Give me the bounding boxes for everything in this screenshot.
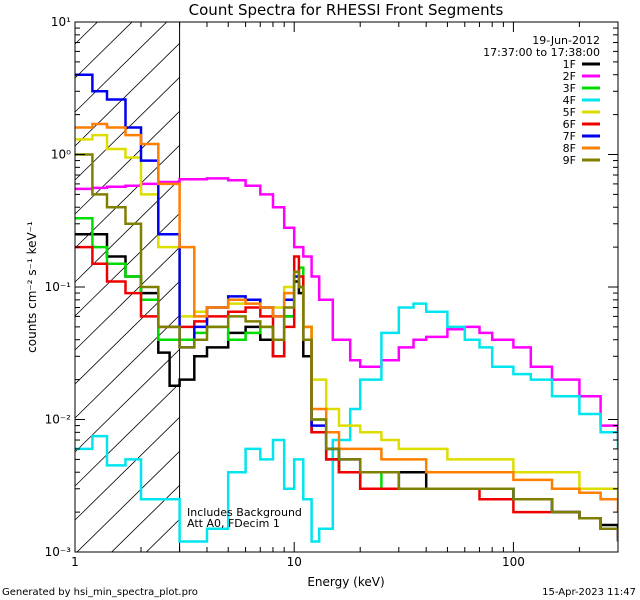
series-line-8f [75, 122, 618, 513]
footer-timestamp: 15-Apr-2023 11:47 [542, 587, 636, 598]
hatch-line [75, 22, 98, 45]
x-tick-label: 100 [502, 555, 525, 569]
hatch-line [111, 484, 180, 552]
hatched-region [75, 0, 182, 552]
legend-label-5f: 5F [563, 106, 576, 119]
date-label: 19-Jun-2012 [532, 34, 600, 47]
y-tick-label: 10⁻³ [45, 545, 72, 559]
y-tick-label: 10⁻² [45, 413, 72, 427]
hatch-line [75, 178, 180, 283]
hatch-line [145, 518, 180, 552]
time-range-label: 17:37:00 to 17:38:00 [483, 46, 600, 59]
legend-label-9f: 9F [563, 154, 576, 167]
legend-label-4f: 4F [563, 94, 576, 107]
legend-label-1f: 1F [563, 58, 576, 71]
hatch-line [75, 42, 180, 147]
hatch-line [75, 314, 180, 419]
hatch-line [75, 212, 180, 317]
series-line-9f [75, 153, 618, 542]
y-tick-label: 10⁰ [51, 148, 71, 162]
series-line-6f [75, 245, 618, 537]
annotation-attenuator: Att A0, FDecim 1 [187, 517, 280, 530]
legend-label-8f: 8F [563, 142, 576, 155]
y-tick-label: 10⁻¹ [45, 280, 72, 294]
hatch-line [76, 450, 180, 552]
x-axis-label: Energy (keV) [307, 575, 384, 589]
hatch-line [75, 144, 180, 249]
legend-label-6f: 6F [563, 118, 576, 131]
legend-label-2f: 2F [563, 70, 576, 83]
hatch-line [75, 416, 180, 521]
hatch-line [75, 22, 133, 79]
x-tick-label: 10 [287, 555, 302, 569]
axis-ticks: 1 10 100 10⁻³ 10⁻² 10⁻¹ 10⁰ 10¹ [45, 15, 619, 569]
series-layer [75, 73, 618, 543]
x-tick-label: 1 [71, 555, 79, 569]
hatch-line [75, 110, 180, 215]
hatch-line [75, 22, 168, 113]
y-tick-label: 10¹ [51, 15, 71, 29]
hatch-line [75, 348, 180, 453]
footer-generated-by: Generated by hsi_min_spectra_plot.pro [2, 587, 198, 598]
annotation-background: Includes Background [187, 506, 302, 519]
y-axis-label: counts cm⁻² s⁻¹ keV⁻¹ [25, 221, 39, 353]
series-line-2f [75, 177, 618, 440]
hatch-line [75, 0, 182, 10]
hatch-line [75, 382, 180, 487]
hatch-line [75, 246, 180, 351]
series-line-1f [75, 233, 618, 529]
chart-title: Count Spectra for RHESSI Front Segments [189, 1, 504, 19]
legend-label-3f: 3F [563, 82, 576, 95]
legend-label-7f: 7F [563, 130, 576, 143]
series-line-4f [75, 302, 618, 543]
hatch-line [75, 280, 180, 385]
